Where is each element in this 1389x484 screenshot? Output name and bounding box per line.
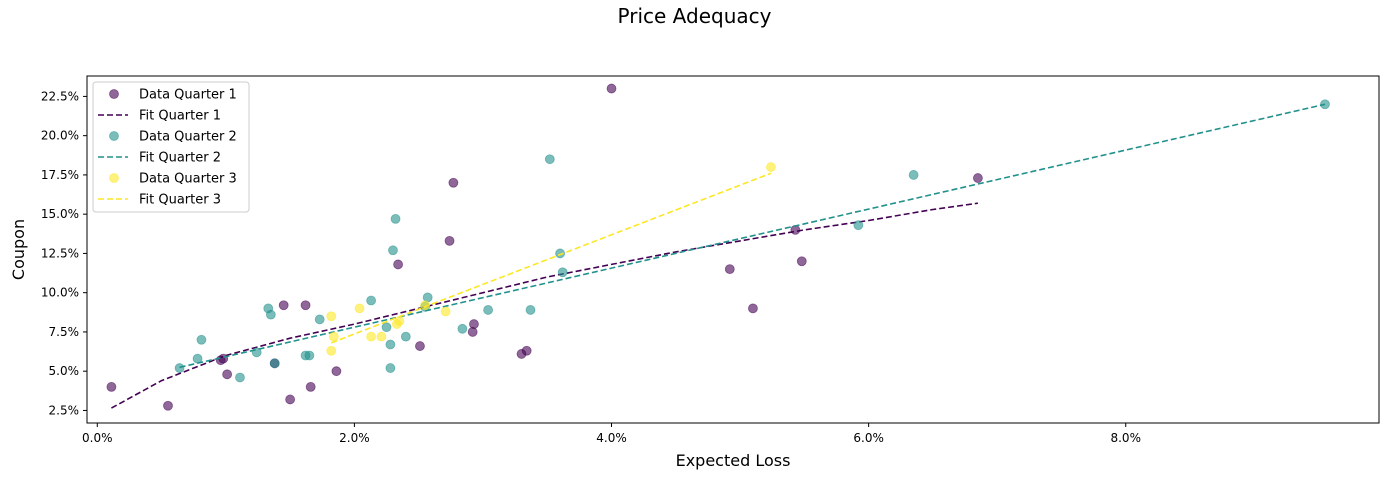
y-tick-label: 15.0% <box>41 207 79 221</box>
data-point <box>390 213 401 224</box>
data-point <box>328 331 339 342</box>
data-point <box>415 341 425 351</box>
x-tick-label: 8.0% <box>1110 431 1141 445</box>
series-data-quarter-1 <box>106 83 983 411</box>
x-tick-label: 0.0% <box>82 431 113 445</box>
data-point <box>483 305 493 315</box>
data-point <box>444 235 455 246</box>
legend-swatch-data-quarter-3 <box>109 173 119 183</box>
data-point <box>354 303 365 314</box>
data-point <box>304 350 315 361</box>
legend: Data Quarter 1 Fit Quarter 1 Data Quarter … <box>92 81 250 213</box>
x-axis-label: Expected Loss <box>676 451 791 470</box>
data-point <box>278 300 289 311</box>
data-point <box>305 381 316 392</box>
data-point <box>385 363 396 373</box>
data-point <box>196 334 207 345</box>
y-axis-ticks: 2.5% 5.0% 7.5% 10.0% 12.5% 15.0% 17.5% 20.0% 22.… <box>41 89 87 417</box>
data-point <box>796 256 807 267</box>
data-point <box>388 245 398 256</box>
legend-label-fit-quarter-2: Fit Quarter 2 <box>139 151 221 166</box>
data-point <box>766 162 776 172</box>
x-tick-label: 2.0% <box>339 431 370 445</box>
data-point <box>381 322 392 333</box>
data-point <box>394 316 405 326</box>
legend-label-data-quarter-2: Data Quarter 2 <box>139 130 237 145</box>
legend-label-fit-quarter-3: Fit Quarter 3 <box>139 193 221 208</box>
data-point <box>331 366 342 377</box>
data-point <box>420 300 431 311</box>
data-point <box>265 309 276 320</box>
fit-line <box>331 172 772 344</box>
series-fit-quarter-1 <box>111 202 979 409</box>
data-point <box>457 323 468 334</box>
y-tick-label: 7.5% <box>49 325 80 339</box>
y-tick-label: 12.5% <box>41 246 79 260</box>
legend-swatch-data-quarter-1 <box>109 89 119 99</box>
data-point <box>908 170 919 180</box>
legend-box <box>92 81 250 213</box>
data-point <box>163 400 173 411</box>
data-point <box>400 331 411 342</box>
y-tick-label: 22.5% <box>41 89 79 103</box>
data-point <box>285 394 296 405</box>
fit-line <box>111 202 979 409</box>
chart-title: Price Adequacy <box>617 4 772 28</box>
data-point <box>222 369 233 380</box>
data-point <box>106 381 117 392</box>
data-point <box>235 372 245 383</box>
y-tick-label: 10.0% <box>41 286 79 300</box>
data-point <box>393 259 404 270</box>
data-point <box>748 303 758 314</box>
x-tick-label: 6.0% <box>853 431 884 445</box>
y-tick-label: 5.0% <box>49 364 80 378</box>
data-point <box>1320 99 1330 110</box>
data-point <box>525 305 536 315</box>
y-axis-label: Coupon <box>9 219 28 280</box>
legend-swatch-data-quarter-2 <box>109 131 119 141</box>
x-axis-ticks: 0.0% 2.0% 4.0% 6.0% 8.0% <box>82 423 1141 445</box>
data-point <box>448 177 459 188</box>
data-point <box>326 345 337 356</box>
data-point <box>973 173 983 183</box>
data-point <box>724 264 735 275</box>
data-point <box>385 339 396 350</box>
fit-line <box>179 103 1326 369</box>
data-point <box>440 306 451 317</box>
series-fit-quarter-3 <box>331 172 772 344</box>
data-point <box>555 248 565 259</box>
y-tick-label: 2.5% <box>49 403 80 417</box>
data-point <box>300 300 311 311</box>
data-point <box>544 154 555 165</box>
series-data-quarter-2 <box>174 99 1330 383</box>
x-tick-label: 4.0% <box>596 431 627 445</box>
data-point <box>366 331 377 342</box>
y-tick-label: 17.5% <box>41 168 79 182</box>
data-point <box>469 319 479 329</box>
data-point <box>174 363 185 373</box>
y-tick-label: 20.0% <box>41 129 79 143</box>
legend-label-fit-quarter-1: Fit Quarter 1 <box>139 109 221 124</box>
data-point <box>269 358 280 369</box>
data-point <box>326 311 337 322</box>
series-fit-quarter-2 <box>179 103 1326 369</box>
legend-label-data-quarter-1: Data Quarter 1 <box>139 88 237 103</box>
axes-frame <box>86 75 1380 424</box>
legend-label-data-quarter-3: Data Quarter 3 <box>139 172 237 187</box>
data-point <box>853 220 864 231</box>
data-point <box>557 267 568 278</box>
data-point <box>376 331 387 342</box>
data-point <box>366 295 377 306</box>
plot-marks <box>106 83 1330 411</box>
data-point <box>606 83 617 94</box>
data-point <box>521 345 532 356</box>
data-point <box>314 314 325 325</box>
